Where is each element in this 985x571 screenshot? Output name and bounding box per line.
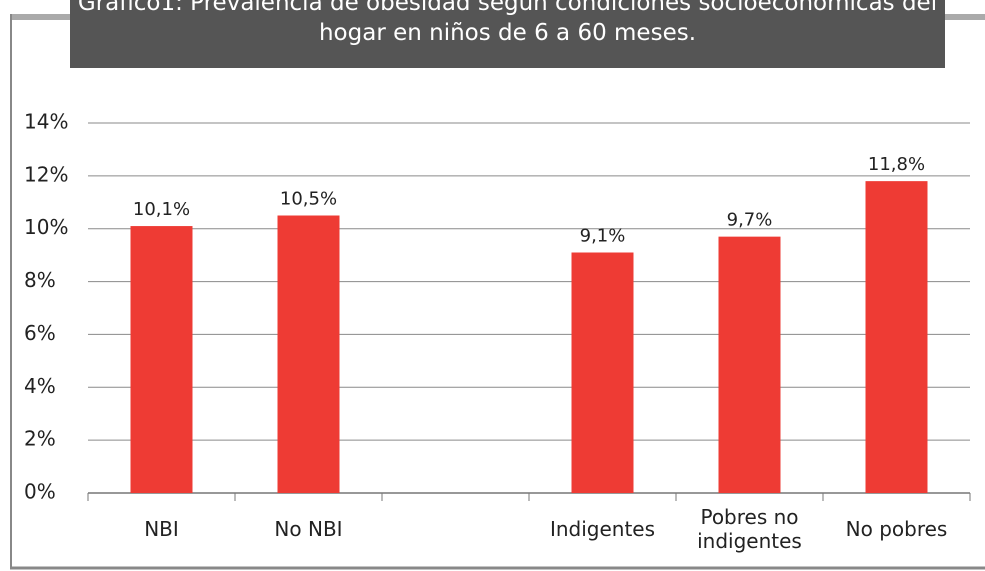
- bar: [131, 226, 193, 493]
- x-tick-label: Pobres no indigentes: [680, 505, 820, 553]
- x-tick-label: Indigentes: [533, 517, 673, 541]
- chart-canvas: 0% 2% 4% 6% 8% 10% 12% 14% 10,1% 10,5% 9,1% 9,7% 11,…: [0, 0, 985, 571]
- frame-top: [10, 14, 70, 20]
- x-tick-label: No pobres: [827, 517, 967, 541]
- y-tick-label: 12%: [24, 162, 68, 186]
- bar: [278, 216, 340, 494]
- data-label: 9,7%: [727, 210, 773, 231]
- x-tick-label: No NBI: [239, 517, 379, 541]
- data-label: 10,1%: [133, 199, 190, 220]
- data-label: 9,1%: [580, 226, 626, 247]
- chart-title: Grafico1: Prevalencia de obesidad según …: [70, 0, 945, 68]
- y-tick-label: 2%: [24, 427, 56, 451]
- y-tick-label: 4%: [24, 374, 56, 398]
- chart: 0% 2% 4% 6% 8% 10% 12% 14% 10,1% 10,5% 9,1% 9,7% 11,…: [0, 0, 985, 571]
- x-tick-label: NBI: [92, 517, 232, 541]
- y-tick-label: 8%: [24, 268, 56, 292]
- bar: [572, 253, 634, 494]
- y-tick-label: 10%: [24, 215, 68, 239]
- data-label: 11,8%: [868, 154, 925, 175]
- bar: [719, 237, 781, 493]
- y-tick-label: 0%: [24, 480, 56, 504]
- frame-top: [945, 14, 985, 20]
- y-tick-label: 6%: [24, 321, 56, 345]
- data-label: 10,5%: [280, 189, 337, 210]
- bar: [866, 181, 928, 493]
- y-tick-label: 14%: [24, 110, 68, 134]
